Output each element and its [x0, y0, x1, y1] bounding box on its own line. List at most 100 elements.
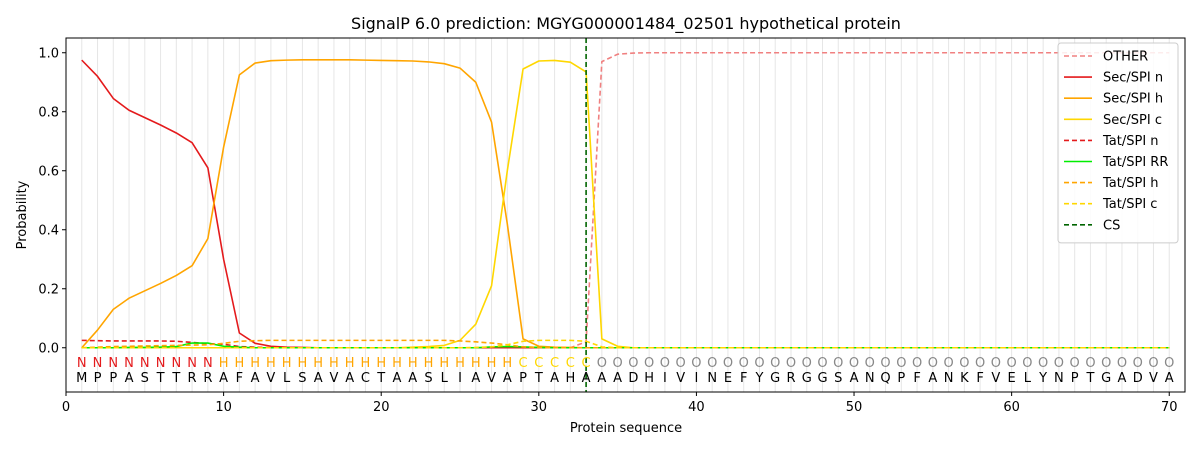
region-label: H — [329, 356, 339, 371]
residue-label: A — [393, 371, 402, 386]
region-label: H — [408, 356, 418, 371]
residue-label: A — [408, 371, 417, 386]
region-label: N — [187, 356, 197, 371]
region-label: O — [660, 356, 670, 371]
y-axis-title: Probability — [15, 180, 30, 249]
residue-label: D — [628, 371, 638, 386]
region-label: N — [77, 356, 87, 371]
y-tick-label: 0.6 — [38, 164, 59, 179]
residue-label: A — [471, 371, 480, 386]
residue-label: K — [960, 371, 969, 386]
y-tick-label: 0.4 — [38, 223, 59, 238]
region-label: H — [250, 356, 260, 371]
region-label: C — [534, 356, 543, 371]
residue-label: I — [695, 371, 699, 386]
residue-label: Y — [754, 371, 763, 386]
region-label: N — [140, 356, 150, 371]
chart-title: SignalP 6.0 prediction: MGYG000001484_02… — [351, 14, 901, 34]
residue-label: P — [897, 371, 905, 386]
region-label: N — [203, 356, 213, 371]
region-label: O — [1070, 356, 1080, 371]
region-label: N — [156, 356, 166, 371]
residue-label: P — [519, 371, 527, 386]
region-label: H — [439, 356, 449, 371]
region-label: O — [754, 356, 764, 371]
region-label: O — [1133, 356, 1143, 371]
series-line — [81, 51, 1170, 349]
region-label: O — [739, 356, 749, 371]
x-tick-label: 20 — [373, 400, 390, 415]
residue-label: N — [944, 371, 954, 386]
residue-label: A — [1118, 371, 1127, 386]
region-label: C — [582, 356, 591, 371]
residue-label: A — [928, 371, 937, 386]
residue-label: G — [770, 371, 780, 386]
region-label: O — [912, 356, 922, 371]
residue-label: V — [487, 371, 496, 386]
legend-label: Tat/SPI h — [1102, 176, 1159, 191]
residue-label: L — [283, 371, 291, 386]
region-label: O — [896, 356, 906, 371]
residue-label: Q — [880, 371, 890, 386]
region-label: H — [234, 356, 244, 371]
region-label: O — [1148, 356, 1158, 371]
region-label: O — [1007, 356, 1017, 371]
region-label: O — [865, 356, 875, 371]
residue-label: L — [1024, 371, 1032, 386]
residue-label: I — [663, 371, 667, 386]
residue-label: S — [424, 371, 432, 386]
plot-frame — [65, 37, 1186, 393]
region-label: C — [566, 356, 575, 371]
region-label: H — [502, 356, 512, 371]
y-tick-label: 0.0 — [38, 341, 59, 356]
x-axis-ticks: 0 10 20 30 40 50 60 70 — [62, 392, 1178, 415]
legend-label: Sec/SPI c — [1103, 113, 1162, 128]
region-label: O — [991, 356, 1001, 371]
x-tick-label: 50 — [846, 400, 863, 415]
region-label: H — [376, 356, 386, 371]
region-label: O — [943, 356, 953, 371]
region-label: H — [266, 356, 276, 371]
residue-label: E — [724, 371, 732, 386]
residue-label: R — [188, 371, 197, 386]
region-label: H — [219, 356, 229, 371]
region-label: C — [550, 356, 559, 371]
series-line — [81, 339, 1170, 349]
region-label: O — [1117, 356, 1127, 371]
region-label: O — [644, 356, 654, 371]
region-label: H — [424, 356, 434, 371]
x-tick-label: 60 — [1003, 400, 1020, 415]
x-tick-label: 10 — [215, 400, 232, 415]
y-tick-label: 0.8 — [38, 105, 59, 120]
residue-label: P — [94, 371, 102, 386]
legend-label: Tat/SPI RR — [1102, 155, 1168, 170]
residue-label: D — [1133, 371, 1143, 386]
region-label: O — [613, 356, 623, 371]
region-label: O — [723, 356, 733, 371]
residue-label: F — [236, 371, 243, 386]
legend: OTHER Sec/SPI n Sec/SPI h Sec/SPI c Tat/SPI … — [1057, 42, 1179, 244]
residue-label: P — [109, 371, 117, 386]
region-label: O — [1101, 356, 1111, 371]
residue-label: V — [991, 371, 1000, 386]
region-label: O — [975, 356, 985, 371]
residue-label: N — [865, 371, 875, 386]
region-label: O — [928, 356, 938, 371]
region-label: H — [345, 356, 355, 371]
x-tick-label: 0 — [62, 400, 70, 415]
residue-label: G — [817, 371, 827, 386]
residue-label: P — [1071, 371, 1079, 386]
residue-label: R — [203, 371, 212, 386]
region-label: O — [1085, 356, 1095, 371]
residue-label: G — [1101, 371, 1111, 386]
region-label: O — [707, 356, 717, 371]
region-label: C — [519, 356, 528, 371]
region-label: O — [1054, 356, 1064, 371]
residue-label: A — [125, 371, 134, 386]
x-tick-label: 30 — [531, 400, 548, 415]
residue-label: S — [298, 371, 306, 386]
region-label: O — [1038, 356, 1048, 371]
legend-box — [1057, 42, 1179, 244]
region-label: O — [1022, 356, 1032, 371]
